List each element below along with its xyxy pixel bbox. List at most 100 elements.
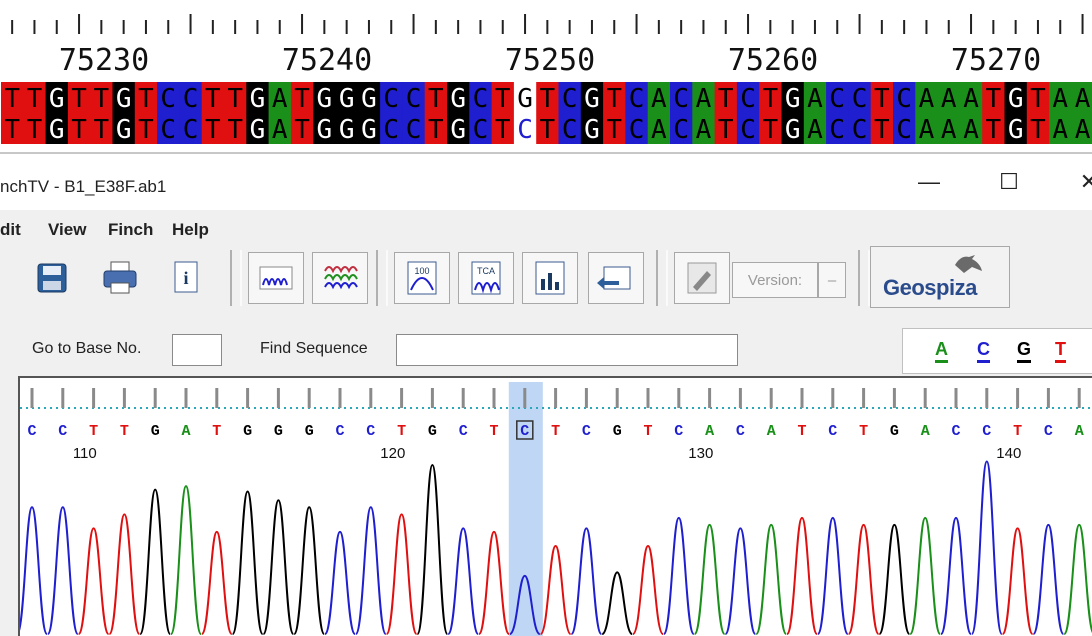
base-call: G	[890, 423, 899, 440]
title-bar: nchTV - B1_E38F.ab1 — ☐ ✕	[0, 154, 1092, 210]
sequence-base: A	[941, 115, 957, 145]
base-call: G	[151, 423, 160, 440]
sequence-cell	[513, 82, 537, 113]
print-button[interactable]	[92, 252, 148, 304]
sequence-cell	[424, 82, 448, 113]
sequence-cell	[580, 82, 604, 113]
base-call: A	[921, 423, 930, 440]
trace-peak	[1001, 527, 1034, 635]
sequence-cell	[893, 82, 916, 113]
sequence-cell	[402, 82, 426, 113]
info-button[interactable]: i	[158, 252, 214, 304]
sequence-cell	[1026, 113, 1050, 144]
trace-peak	[1063, 523, 1092, 635]
trace-peak	[354, 506, 387, 635]
base-call: G	[274, 423, 283, 440]
svg-text:i: i	[183, 268, 188, 288]
sequence-base: G	[317, 84, 333, 114]
sequence-base: C	[829, 84, 845, 114]
trace-peak	[786, 516, 818, 635]
sequence-base: G	[116, 115, 132, 145]
sequence-cell	[982, 113, 1006, 144]
menu-finch[interactable]: Finch	[108, 220, 154, 239]
sequence-base: T	[495, 84, 511, 114]
sequence-base: T	[227, 84, 243, 114]
trace-peak	[447, 527, 480, 635]
trace-peak	[755, 523, 788, 635]
sequence-cell	[603, 113, 626, 144]
menu-help[interactable]: Help	[172, 220, 209, 239]
sequence-base: C	[829, 115, 845, 145]
toggle-a[interactable]: A	[935, 339, 948, 363]
sequence-base: G	[339, 115, 355, 145]
tca-button[interactable]: TCA	[458, 252, 514, 304]
sequence-cell	[469, 113, 493, 144]
maximize-icon: ☐	[999, 169, 1019, 194]
base-call: T	[643, 423, 652, 440]
sequence-cell	[536, 82, 560, 113]
toggle-t[interactable]: T	[1055, 339, 1066, 363]
minimize-button[interactable]: —	[906, 162, 952, 202]
sequence-base: C	[160, 84, 176, 114]
version-dropdown[interactable]: –	[818, 262, 846, 298]
trace-peak	[1032, 523, 1065, 635]
sequence-cell	[134, 113, 158, 144]
sequence-cell	[157, 82, 180, 113]
menu-view[interactable]: View	[48, 220, 87, 239]
trace-peak	[724, 527, 757, 635]
base-call: A	[705, 423, 714, 440]
sequence-base: C	[473, 115, 489, 145]
export-button[interactable]	[588, 252, 644, 304]
trace-peak	[293, 506, 326, 635]
save-button[interactable]	[24, 252, 80, 304]
trace-peak	[200, 530, 233, 635]
show-traces-button[interactable]	[248, 252, 304, 304]
base-call: C	[459, 423, 468, 440]
base-call: C	[520, 423, 529, 440]
sequence-base: T	[27, 115, 43, 145]
trace-peak	[940, 516, 972, 635]
maximize-button[interactable]: ☐	[986, 162, 1032, 202]
trace-peak	[539, 544, 572, 635]
sequence-cell	[959, 113, 983, 144]
sequence-cell	[714, 82, 738, 113]
close-button[interactable]: ✕	[1066, 162, 1092, 202]
base-call: C	[366, 423, 375, 440]
sequence-base: T	[763, 84, 779, 114]
sequence-base: C	[562, 115, 578, 145]
sequence-cell	[1071, 82, 1092, 113]
sequence-cell	[45, 113, 69, 144]
sequence-base: T	[4, 115, 20, 145]
version-field[interactable]: Version:	[732, 262, 818, 298]
trace-peak	[262, 499, 295, 635]
goto-base-input[interactable]	[172, 334, 222, 366]
menu-edit[interactable]: dit	[0, 220, 21, 239]
sequence-base: C	[406, 84, 422, 114]
sequence-base: G	[517, 84, 533, 114]
floppy-disk-icon	[37, 263, 67, 293]
toggle-g-label: G	[1017, 339, 1032, 359]
toggle-c[interactable]: C	[977, 339, 990, 363]
sequence-base: A	[651, 84, 667, 114]
sequence-base: G	[450, 115, 466, 145]
geospiza-logo-button[interactable]: Geospiza	[870, 246, 1010, 308]
sequence-base: T	[874, 84, 890, 114]
trace-peak	[231, 490, 264, 635]
toggle-g[interactable]: G	[1017, 339, 1032, 363]
chromatogram-panel[interactable]: C C T T G A T G G G C C T G C T C T C G T C A C A T C T G A C C T C A 110 12…	[18, 376, 1092, 636]
trace-peak	[77, 527, 110, 635]
quality-chart-button[interactable]	[522, 252, 578, 304]
sequence-cell	[201, 113, 225, 144]
sequence-base: T	[540, 115, 556, 145]
trace-peak	[508, 574, 541, 635]
sequence-base: T	[540, 84, 556, 114]
blast-button[interactable]	[674, 252, 730, 304]
quality-100-button[interactable]: 100	[394, 252, 450, 304]
printer-icon	[103, 261, 137, 294]
trace-peak	[693, 523, 726, 635]
multi-trace-button[interactable]	[312, 252, 368, 304]
base-number-label: 130	[688, 445, 713, 462]
trace-peak	[970, 460, 1003, 635]
find-sequence-input[interactable]	[396, 334, 738, 366]
sequence-cell	[268, 113, 292, 144]
